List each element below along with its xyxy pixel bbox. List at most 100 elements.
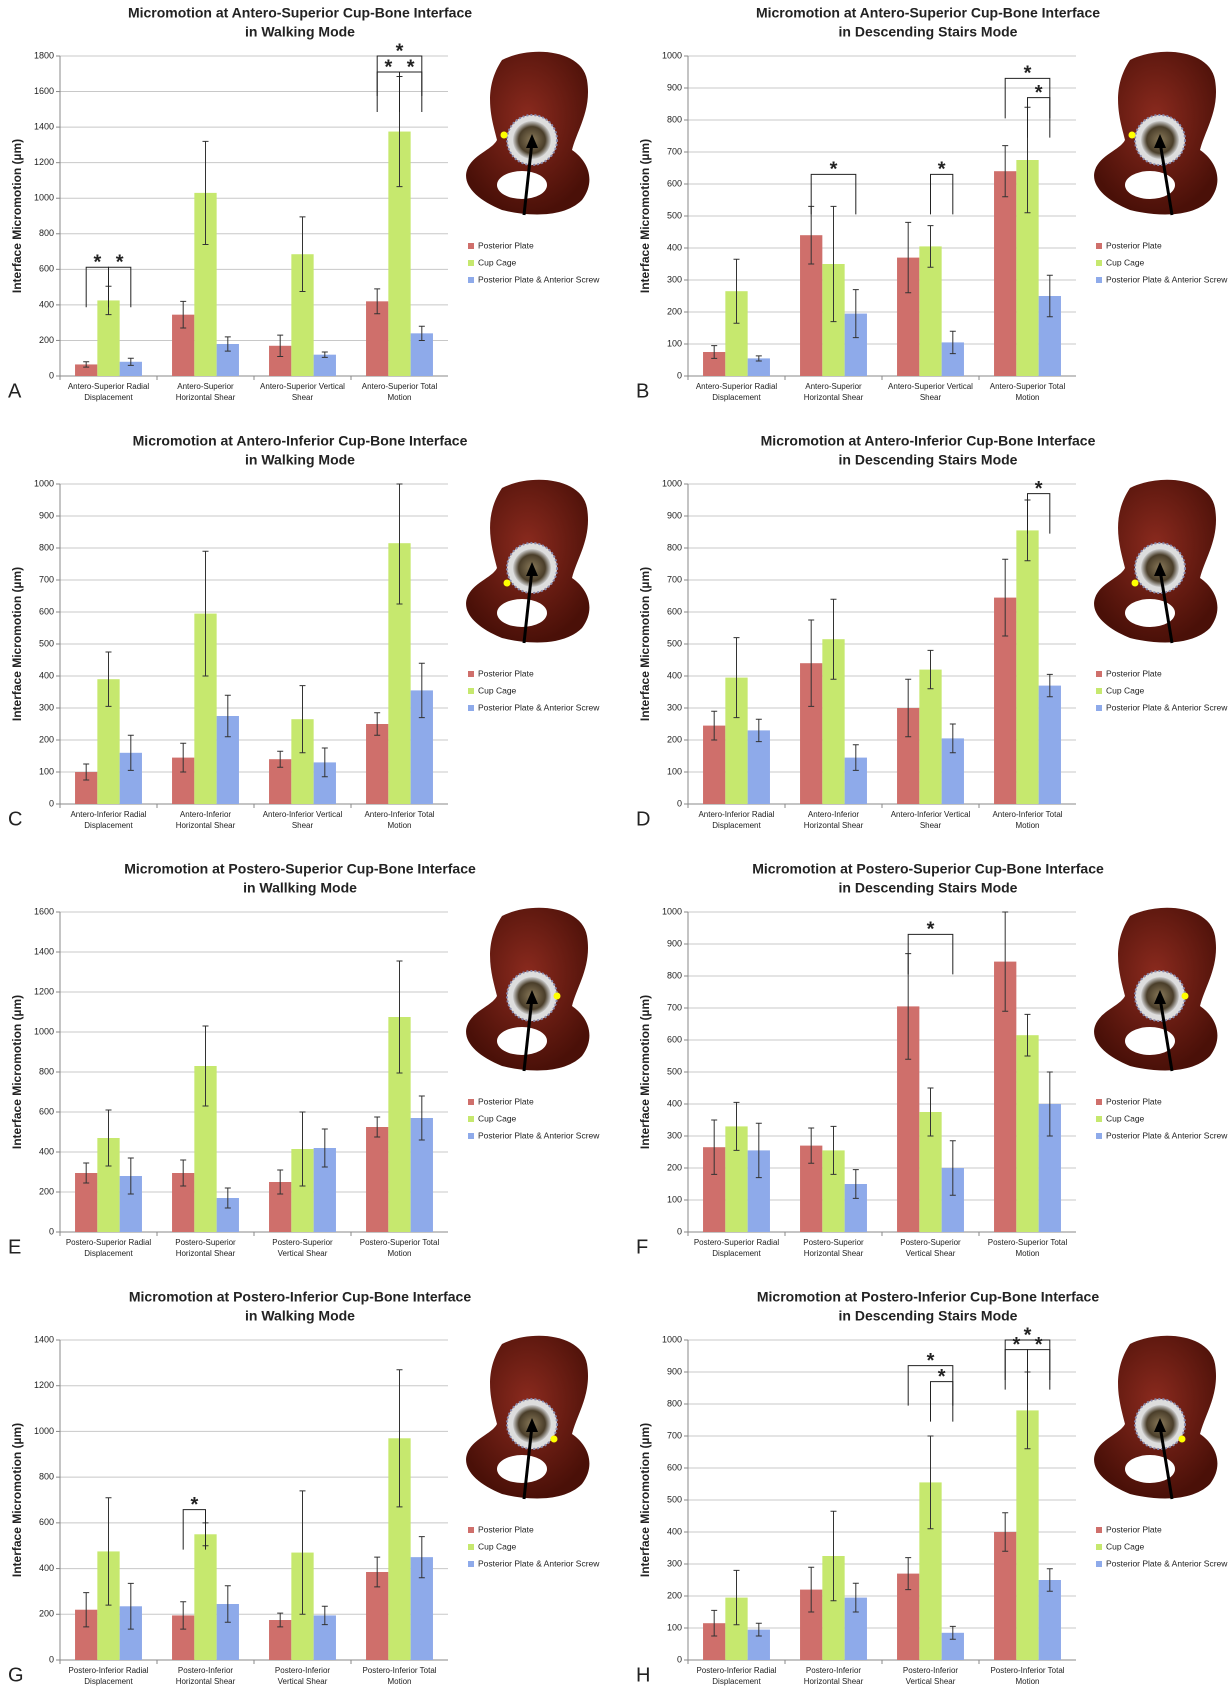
significance-star: * [938, 1366, 946, 1388]
chart-subtitle: in Walking Mode [245, 452, 355, 468]
y-tick-label: 1600 [34, 906, 54, 916]
y-axis-label: Interface Micromotion (µm) [638, 1423, 652, 1577]
legend-swatch [1096, 1099, 1102, 1105]
significance-star: * [116, 251, 124, 273]
y-tick-label: 900 [667, 1366, 682, 1376]
x-tick-label: Antero-SuperiorHorizontal Shear [804, 382, 864, 402]
y-tick-label: 800 [667, 542, 682, 552]
page: {"chart_data":[ {"type":"bar","panel":"A… [0, 0, 1231, 1704]
panel: Micromotion at Postero-Inferior Cup-Bone… [636, 1289, 1228, 1687]
y-tick-label: 1000 [662, 906, 682, 916]
y-tick-label: 800 [667, 114, 682, 124]
significance-star: * [927, 1350, 935, 1372]
y-tick-label: 700 [667, 1430, 682, 1440]
y-tick-label: 1000 [34, 478, 54, 488]
y-tick-label: 0 [49, 798, 54, 808]
legend-label: Posterior Plate & Anterior Screw [478, 702, 600, 712]
legend-label: Posterior Plate & Anterior Screw [478, 274, 600, 284]
pelvis-illustration [466, 1336, 589, 1499]
panel: Micromotion at Antero-Superior Cup-Bone … [636, 5, 1228, 403]
marker-dot [554, 993, 561, 1000]
y-tick-label: 0 [49, 1226, 54, 1236]
x-tick-label: Antero-Inferior TotalMotion [992, 810, 1062, 830]
y-tick-label: 900 [39, 510, 54, 520]
obturator [497, 599, 547, 627]
significance-star: * [407, 56, 415, 78]
y-tick-label: 1000 [662, 50, 682, 60]
x-tick-label: Postero-InferiorVertical Shear [903, 1666, 958, 1686]
y-tick-label: 100 [667, 1622, 682, 1632]
chart-subtitle: in Walking Mode [245, 1308, 355, 1324]
legend-label: Posterior Plate [478, 1524, 534, 1534]
panel: Micromotion at Antero-Inferior Cup-Bone … [8, 433, 600, 831]
legend-label: Posterior Plate [478, 1096, 534, 1106]
y-tick-label: 200 [39, 335, 54, 345]
y-tick-label: 100 [667, 338, 682, 348]
x-tick-label: Postero-SuperiorHorizontal Shear [175, 1238, 236, 1258]
chart-title: Micromotion at Postero-Inferior Cup-Bone… [129, 1289, 471, 1305]
chart-subtitle: in Descending Stairs Mode [839, 452, 1018, 468]
x-tick-label: Postero-SuperiorVertical Shear [900, 1238, 961, 1258]
y-tick-label: 600 [39, 606, 54, 616]
significance-star: * [1012, 1334, 1020, 1356]
significance-star: * [93, 251, 101, 273]
panel: Micromotion at Antero-Inferior Cup-Bone … [636, 433, 1228, 831]
legend-label: Posterior Plate & Anterior Screw [1106, 274, 1228, 284]
bar [1016, 530, 1038, 804]
marker-dot [501, 132, 508, 139]
legend-label: Posterior Plate [1106, 1096, 1162, 1106]
x-tick-label: Postero-Superior TotalMotion [360, 1238, 440, 1258]
legend-swatch [468, 260, 474, 266]
y-tick-label: 400 [39, 299, 54, 309]
significance-star: * [190, 1494, 198, 1516]
y-axis-label: Interface Micromotion (µm) [10, 1423, 24, 1577]
x-tick-label: Postero-Inferior RadialDisplacement [696, 1666, 776, 1686]
obturator [497, 1027, 547, 1055]
legend-label: Cup Cage [478, 685, 517, 695]
x-tick-label: Antero-InferiorHorizontal Shear [176, 810, 236, 830]
y-tick-label: 600 [667, 606, 682, 616]
y-tick-label: 500 [39, 638, 54, 648]
chart-title: Micromotion at Postero-Inferior Cup-Bone… [757, 1289, 1099, 1305]
y-tick-label: 900 [667, 82, 682, 92]
y-tick-label: 400 [667, 1098, 682, 1108]
chart-title: Micromotion at Postero-Superior Cup-Bone… [752, 861, 1104, 877]
bar [194, 1534, 216, 1660]
legend-label: Posterior Plate & Anterior Screw [478, 1130, 600, 1140]
legend-label: Posterior Plate & Anterior Screw [478, 1558, 600, 1568]
legend-swatch [468, 1099, 474, 1105]
panel-letter: B [636, 380, 649, 402]
legend-label: Posterior Plate [478, 240, 534, 250]
bar [919, 670, 941, 804]
y-tick-label: 300 [39, 702, 54, 712]
legend-swatch [1096, 1116, 1102, 1122]
y-axis-label: Interface Micromotion (µm) [638, 995, 652, 1149]
obturator [497, 171, 547, 199]
y-tick-label: 1000 [662, 1334, 682, 1344]
legend-label: Posterior Plate & Anterior Screw [1106, 702, 1228, 712]
y-tick-label: 500 [667, 1066, 682, 1076]
obturator [497, 1455, 547, 1483]
chart-subtitle: in Descending Stairs Mode [839, 24, 1018, 40]
legend-swatch [1096, 277, 1102, 283]
y-tick-label: 200 [667, 1162, 682, 1172]
bar [366, 724, 388, 804]
chart-subtitle: in Wallking Mode [243, 880, 357, 896]
y-tick-label: 0 [677, 1654, 682, 1664]
y-tick-label: 0 [677, 1226, 682, 1236]
x-tick-label: Antero-Superior RadialDisplacement [696, 382, 778, 402]
y-tick-label: 0 [677, 798, 682, 808]
y-tick-label: 900 [667, 938, 682, 948]
y-tick-label: 400 [667, 670, 682, 680]
y-tick-label: 800 [39, 228, 54, 238]
legend-swatch [1096, 1133, 1102, 1139]
x-tick-label: Antero-InferiorHorizontal Shear [804, 810, 864, 830]
pelvis-illustration [466, 908, 589, 1071]
y-tick-label: 200 [667, 306, 682, 316]
chart-title: Micromotion at Antero-Inferior Cup-Bone … [761, 433, 1096, 449]
legend-label: Posterior Plate [1106, 668, 1162, 678]
